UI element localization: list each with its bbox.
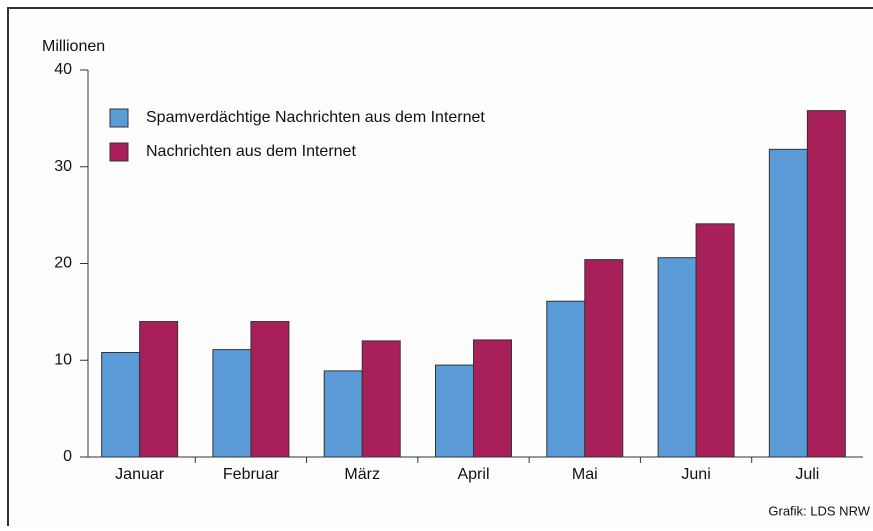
legend-label: Spamverdächtige Nachrichten aus dem Inte… [146,109,485,126]
bar [584,259,624,458]
bar [546,300,586,458]
bar [695,223,735,458]
bar [139,321,179,458]
x-tick-label: Mai [572,466,598,483]
x-tick-label: Juli [795,466,819,483]
legend-swatch [109,108,129,128]
y-tick-label: 30 [54,158,72,175]
bar [768,148,808,458]
bar [657,257,697,458]
bar [323,370,363,458]
x-tick-label: März [344,466,380,483]
source: Grafik: LDS NRW [768,503,870,518]
legend-swatch [109,142,129,162]
bar [212,349,252,458]
x-tick-label: Juni [681,466,710,483]
y-tick-label: 20 [54,255,72,272]
y-tick-label: 10 [54,351,72,368]
bar [435,364,474,458]
x-tick-label: Januar [115,466,165,483]
legend-label: Nachrichten aus dem Internet [146,143,356,160]
bar [250,321,290,458]
bar [101,352,141,458]
x-tick-label: April [457,466,489,483]
y-tick-label: 0 [63,448,72,465]
y-tick-label: 40 [54,61,72,78]
bar [361,340,401,458]
y-axis-label: Millionen [42,38,105,55]
bar [473,339,512,458]
bar [806,110,846,458]
x-tick-label: Februar [223,466,280,483]
